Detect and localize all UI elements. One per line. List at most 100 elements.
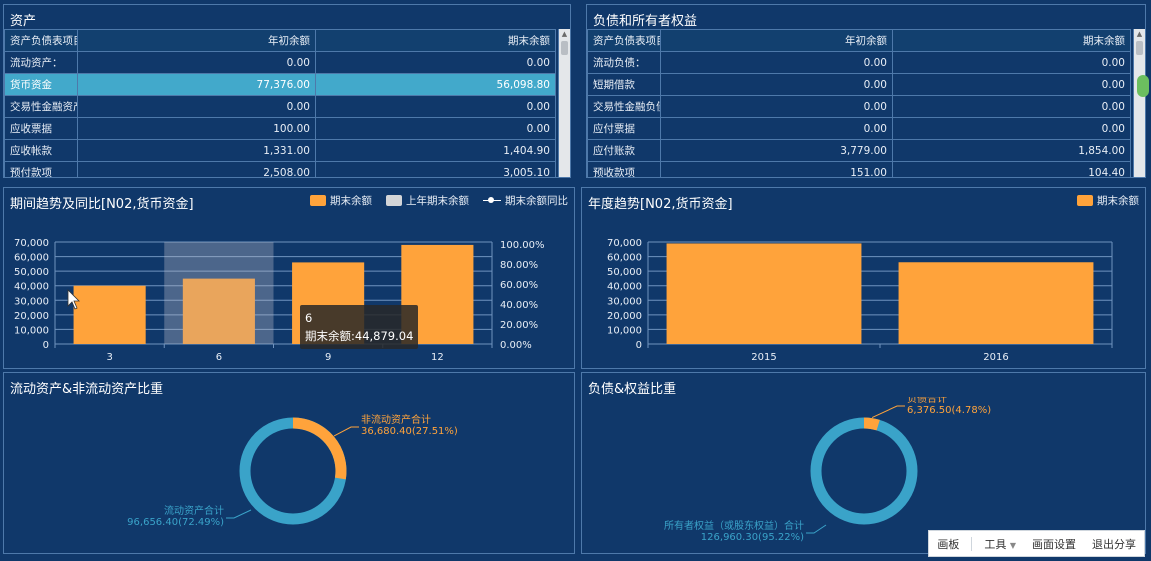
y-tick-label: 30,000 (14, 296, 49, 307)
col-header-begin[interactable]: 年初余额 (660, 29, 893, 52)
y-tick-label: 60,000 (14, 253, 49, 264)
row-item: 预付款项 (4, 161, 78, 177)
period-chart-legend: 期末余额 上年期末余额 期末余额同比 (300, 193, 568, 208)
donut-slice-minor (292, 417, 347, 480)
annual-chart-legend: 期末余额 (1067, 193, 1139, 208)
table-row[interactable]: 应收帐款 1,331.00 1,404.90 (4, 139, 556, 162)
label-minor-name: 非流动资产合计 (361, 413, 431, 426)
legend-previous[interactable]: 上年期末余额 (406, 195, 469, 207)
tools-button[interactable]: 工具 ▼ (976, 536, 1024, 552)
col-header-begin[interactable]: 年初余额 (77, 29, 316, 52)
row-end-balance: 56,098.80 (315, 73, 556, 96)
table-row[interactable]: 交易性金融负债 0.00 0.00 (587, 95, 1131, 118)
y-tick-label: 40,000 (14, 282, 49, 293)
tools-label: 工具 (984, 537, 1007, 551)
page-settings-button[interactable]: 画面设置 (1032, 537, 1076, 551)
assets-scrollbar[interactable]: ▲ (558, 29, 570, 177)
y-tick-label: 30,000 (607, 296, 642, 307)
donut-slice-major (810, 417, 918, 525)
table-row[interactable]: 预收款项 151.00 104.40 (587, 161, 1131, 177)
row-item: 应付票据 (587, 117, 661, 140)
label-major-name: 流动资产合计 (164, 504, 224, 517)
row-item: 预收款项 (587, 161, 661, 177)
label-major-value: 96,656.40(72.49%) (127, 517, 224, 528)
table-row[interactable]: 流动负债： 0.00 0.00 (587, 51, 1131, 74)
row-end-balance: 104.40 (892, 161, 1131, 177)
col-header-end[interactable]: 期末余额 (892, 29, 1131, 52)
x-tick-label: 9 (325, 352, 331, 363)
side-handle[interactable] (1137, 75, 1149, 97)
liabilities-title: 负债和所有者权益 (593, 14, 698, 29)
x-tick-label: 12 (431, 352, 444, 363)
bar-2016 (898, 262, 1094, 344)
row-begin-balance: 1,331.00 (77, 139, 316, 162)
y-tick-label: 70,000 (607, 238, 642, 249)
x-tick-label: 6 (216, 352, 222, 363)
period-bar-chart: 0 10,000 20,000 30,000 40,000 50,000 60,000 70,… (14, 238, 545, 363)
row-begin-balance: 0.00 (660, 117, 893, 140)
annual-bar-chart: 0 10,000 20,000 30,000 40,000 50,000 60,000 70,… (607, 238, 1113, 363)
annual-chart-title: 年度趋势[N02,货币资金] (588, 197, 733, 212)
label-minor-value: 6,376.50(4.78%) (907, 405, 991, 416)
mouse-cursor-icon (67, 289, 80, 310)
label-leader-major (226, 509, 252, 519)
row-begin-balance: 3,779.00 (660, 139, 893, 162)
row-end-balance: 0.00 (315, 51, 556, 74)
col-header-end[interactable]: 期末余额 (315, 29, 556, 52)
table-row[interactable]: 应收票据 100.00 0.00 (4, 117, 556, 140)
legend-swatch-current[interactable] (1077, 195, 1093, 206)
row-end-balance: 0.00 (892, 73, 1131, 96)
row-item: 货币资金 (4, 73, 78, 96)
col-header-item[interactable]: 资产负债表项目 (4, 29, 78, 52)
legend-current[interactable]: 期末余额 (330, 195, 372, 207)
liabilities-scrollbar[interactable]: ▲ (1133, 29, 1145, 177)
asset-ratio-panel: 流动资产&非流动资产比重 非流动资产合计 36,680.40(27.51%) 流动资… (3, 372, 575, 554)
legend-swatch-current[interactable] (310, 195, 326, 206)
y-tick-label: 10,000 (14, 325, 49, 336)
label-minor-name: 负债合计 (907, 397, 947, 405)
y2-tick-label: 40.00% (500, 300, 538, 311)
x-tick-label: 3 (106, 352, 112, 363)
legend-swatch-previous[interactable] (386, 195, 402, 206)
liability-ratio-title: 负债&权益比重 (588, 382, 677, 397)
canvas-button[interactable]: 画板 (937, 537, 960, 551)
row-end-balance: 1,854.00 (892, 139, 1131, 162)
table-row[interactable]: 短期借款 0.00 0.00 (587, 73, 1131, 96)
label-leader-major (806, 524, 827, 534)
legend-yoy[interactable]: 期末余额同比 (505, 195, 568, 207)
row-end-balance: 3,005.10 (315, 161, 556, 177)
row-begin-balance: 100.00 (77, 117, 316, 140)
row-item: 应付账款 (587, 139, 661, 162)
label-minor-value: 36,680.40(27.51%) (361, 426, 458, 437)
table-row[interactable]: 流动资产： 0.00 0.00 (4, 51, 556, 74)
table-row[interactable]: 应付账款 3,779.00 1,854.00 (587, 139, 1131, 162)
row-end-balance: 0.00 (892, 95, 1131, 118)
row-begin-balance: 2,508.00 (77, 161, 316, 177)
assets-table: 资产负债表项目 年初余额 期末余额 流动资产： 0.00 0.00 货币资金 77,37… (4, 29, 556, 177)
table-row[interactable]: 货币资金 77,376.00 56,098.80 (4, 73, 556, 96)
table-row[interactable]: 交易性金融资产 0.00 0.00 (4, 95, 556, 118)
table-row[interactable]: 应付票据 0.00 0.00 (587, 117, 1131, 140)
label-leader-minor (333, 426, 359, 437)
legend-line-icon[interactable] (483, 195, 501, 206)
col-header-item[interactable]: 资产负债表项目 (587, 29, 661, 52)
y2-tick-label: 100.00% (500, 240, 545, 251)
row-begin-balance: 0.00 (77, 51, 316, 74)
liabilities-table: 资产负债表项目 年初余额 期末余额 流动负债： 0.00 0.00 短期借款 0.00 0… (587, 29, 1131, 177)
row-begin-balance: 0.00 (660, 73, 893, 96)
legend-current[interactable]: 期末余额 (1097, 195, 1139, 207)
row-item: 流动负债： (587, 51, 661, 74)
assets-panel: 资产 资产负债表项目 年初余额 期末余额 流动资产： 0.00 0.00 货币资金 77… (3, 4, 571, 178)
y-tick-label: 50,000 (14, 267, 49, 278)
y-tick-label: 0 (636, 340, 642, 351)
donut-slice-minor (863, 417, 880, 431)
row-end-balance: 0.00 (892, 117, 1131, 140)
bar-2015 (666, 243, 862, 344)
liability-ratio-panel: 负债&权益比重 负债合计 6,376.50(4.78%) 所有者权益（或股东权益）合… (581, 372, 1146, 554)
tooltip-title: 6 (305, 311, 313, 325)
table-row[interactable]: 预付款项 2,508.00 3,005.10 (4, 161, 556, 177)
exit-share-button[interactable]: 退出分享 (1092, 537, 1136, 551)
share-toolbar: 画板 工具 ▼ 画面设置 退出分享 (928, 530, 1145, 557)
